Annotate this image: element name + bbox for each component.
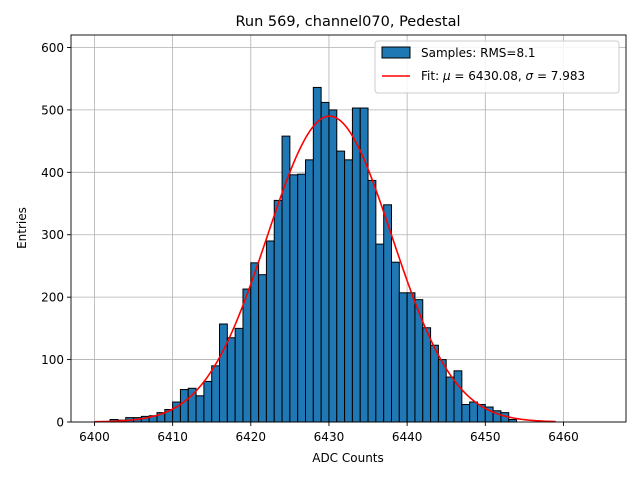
histogram-bar	[469, 401, 478, 423]
legend-fit-sigma-symbol: σ	[526, 69, 534, 83]
histogram-bar	[328, 109, 338, 423]
histogram-bars	[109, 86, 518, 423]
x-tick-label: 6450	[470, 430, 501, 444]
histogram-bar	[179, 389, 189, 423]
legend-fit-mu-value: = 6430.08,	[451, 69, 526, 83]
histogram-bar	[305, 159, 314, 423]
histogram-bar	[312, 86, 322, 423]
histogram-bar	[219, 323, 228, 423]
histogram-bar	[297, 173, 307, 423]
x-tick-label: 6430	[314, 430, 345, 444]
legend-fit-prefix: Fit:	[421, 69, 443, 83]
legend-fit-sigma-value: = 7.983	[533, 69, 585, 83]
plot-frame	[70, 34, 627, 423]
histogram-bar	[250, 262, 260, 423]
histogram-bar	[445, 376, 455, 423]
histogram-bar	[367, 179, 377, 423]
histogram-bar	[281, 135, 291, 423]
histogram-bar	[289, 174, 299, 423]
y-tick-label: 0	[56, 416, 64, 430]
gaussian-fit-curve	[94, 115, 556, 423]
legend-fit-mu-symbol: μ	[442, 69, 451, 83]
chart-title: Run 569, channel070, Pedestal	[235, 14, 460, 30]
histogram-bar	[375, 243, 385, 423]
histogram-bar	[234, 327, 244, 423]
histogram-bar	[242, 288, 252, 423]
histogram-bar	[437, 359, 447, 423]
legend: Samples: RMS=8.1 Fit: μ = 6430.08, σ = 7…	[374, 40, 620, 94]
histogram-bar	[265, 240, 275, 423]
histogram-bar	[406, 292, 416, 423]
y-tick-label: 200	[41, 291, 64, 305]
y-tick-label: 600	[41, 41, 64, 55]
histogram-bar	[226, 337, 236, 423]
histogram-bar	[453, 370, 463, 423]
x-tick-label: 6420	[236, 430, 267, 444]
histogram-bar	[398, 292, 408, 423]
histogram-bar	[422, 327, 432, 423]
histogram-bar	[258, 274, 267, 423]
legend-box	[374, 40, 620, 94]
y-axis-label: Entries	[15, 207, 29, 249]
histogram-bar	[383, 204, 392, 423]
histogram-bar	[195, 395, 205, 423]
histogram-bar	[390, 261, 400, 423]
histogram-bar	[461, 404, 471, 423]
histogram-bar	[351, 107, 361, 423]
legend-fit-label: Fit: μ = 6430.08, σ = 7.983	[421, 69, 585, 83]
legend-samples-swatch	[381, 46, 411, 59]
y-tick-label: 400	[41, 166, 64, 180]
histogram-bar	[430, 344, 439, 423]
y-tick-label: 500	[41, 103, 64, 117]
histogram-bar	[320, 101, 330, 423]
x-tick-label: 6410	[157, 430, 188, 444]
y-axis-ticks: 0 100 200 300 400 500 600	[41, 41, 71, 430]
histogram-bar	[344, 159, 353, 423]
x-tick-label: 6400	[79, 430, 110, 444]
histogram-bar	[273, 199, 283, 423]
x-tick-label: 6460	[548, 430, 579, 444]
y-tick-label: 100	[41, 353, 64, 367]
histogram-bar	[211, 365, 221, 423]
x-axis-label: ADC Counts	[312, 451, 384, 465]
x-axis-ticks: 6400 6410 6420 6430 6440 6450 6460	[79, 422, 579, 444]
x-tick-label: 6440	[392, 430, 423, 444]
y-tick-label: 300	[41, 228, 64, 242]
legend-samples-label: Samples: RMS=8.1	[421, 46, 536, 60]
histogram-bar	[336, 150, 346, 423]
histogram-bar	[203, 380, 213, 423]
